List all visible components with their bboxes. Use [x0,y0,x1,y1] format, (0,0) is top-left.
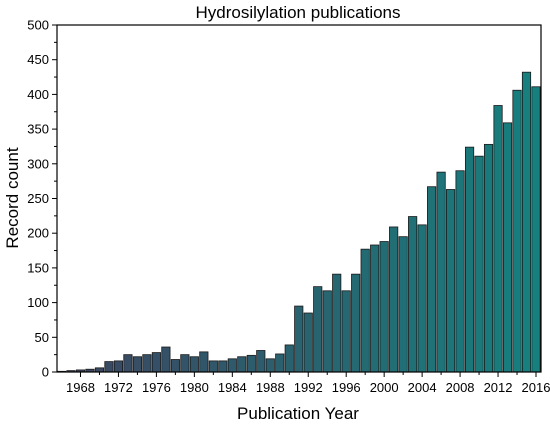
bar-1994 [322,290,332,373]
bar-1988 [265,358,275,373]
bar-1990 [284,344,294,373]
bar-1977 [161,346,171,373]
bar-2016 [531,86,541,373]
x-tick-label-1992: 1992 [294,380,323,395]
y-axis: 0 50 100 150 200 250 300 350 400 450 500 [27,18,57,380]
bar-2014 [512,89,522,373]
y-axis-label: Record count [3,147,22,248]
x-tick-label-1976: 1976 [142,380,171,395]
bar-2011 [483,143,494,373]
bar-2015 [521,71,532,373]
bar-2002 [398,236,408,373]
bar-1992 [303,312,313,373]
bar-1995 [332,273,342,373]
y-tick-label-300: 300 [27,156,49,171]
y-tick-label-150: 150 [27,260,49,275]
x-tick-label-1996: 1996 [332,380,361,395]
x-tick-label-1968: 1968 [66,380,95,395]
bars-group [56,71,541,373]
bar-1970 [94,367,105,373]
bar-1982 [208,360,218,373]
bar-2004 [417,224,427,373]
y-tick-label-450: 450 [27,52,49,67]
x-tick-label-1988: 1988 [256,380,285,395]
bar-2006 [436,171,446,373]
y-tick-label-200: 200 [27,226,49,241]
y-tick-label-250: 250 [27,191,49,206]
bar-1976 [151,352,161,373]
y-tick-label-500: 500 [27,18,49,33]
y-tick-label-50: 50 [35,330,49,345]
x-tick-label-2012: 2012 [484,380,513,395]
bar-1996 [341,290,351,373]
bar-1981 [199,351,209,373]
x-axis-label: Publication Year [237,404,359,423]
bar-1989 [275,353,285,373]
bar-1983 [218,360,228,373]
bar-1985 [237,356,247,373]
y-tick-label-0: 0 [42,365,49,380]
bar-1991 [294,305,304,373]
bar-1980 [189,356,199,373]
bar-1974 [132,356,142,373]
bar-2000 [379,241,389,373]
y-tick-label-350: 350 [27,122,49,137]
bar-1984 [227,358,237,373]
bar-2009 [464,146,475,373]
bar-2008 [455,170,465,373]
x-axis: 1968 1972 1976 1980 1984 1988 1992 1996 2000 2004… [66,372,550,395]
bar-2010 [474,155,484,373]
bar-2001 [389,226,399,373]
bar-1993 [313,286,323,373]
y-tick-label-400: 400 [27,87,49,102]
bar-1978 [170,359,180,373]
x-tick-label-1980: 1980 [180,380,209,395]
x-tick-label-2004: 2004 [408,380,437,395]
bar-2012 [493,105,503,373]
bar-1999 [370,244,380,373]
bar-1973 [123,354,133,373]
bar-1971 [104,361,114,373]
bar-1998 [360,248,370,373]
bar-2013 [502,122,513,373]
bar-1986 [246,354,256,373]
bar-1987 [256,350,266,373]
bar-2003 [408,216,418,373]
x-tick-label-2000: 2000 [370,380,399,395]
bar-1997 [351,273,361,373]
x-tick-label-2016: 2016 [522,380,550,395]
y-tick-label-100: 100 [27,295,49,310]
x-tick-label-1984: 1984 [218,380,247,395]
bar-1972 [113,360,124,373]
chart-title: Hydrosilylation publications [195,3,400,22]
x-tick-label-1972: 1972 [104,380,133,395]
bar-2005 [427,186,437,373]
x-tick-label-2008: 2008 [446,380,475,395]
bar-1979 [180,354,190,373]
bar-2007 [446,189,456,373]
bar-1975 [142,354,152,373]
